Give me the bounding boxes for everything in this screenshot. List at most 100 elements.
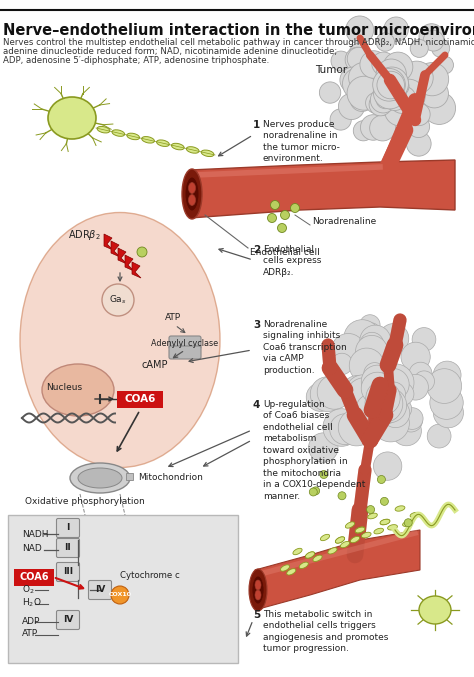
Circle shape xyxy=(356,335,388,368)
FancyBboxPatch shape xyxy=(169,336,201,349)
Text: II: II xyxy=(64,544,72,552)
Circle shape xyxy=(271,200,280,209)
Circle shape xyxy=(400,61,433,94)
Circle shape xyxy=(370,115,395,141)
Circle shape xyxy=(433,397,464,428)
Text: ATP: ATP xyxy=(165,313,181,322)
Circle shape xyxy=(306,383,335,412)
Circle shape xyxy=(111,586,129,604)
Polygon shape xyxy=(190,160,455,218)
Circle shape xyxy=(338,492,346,500)
Circle shape xyxy=(410,39,428,58)
Circle shape xyxy=(377,71,404,99)
Bar xyxy=(8,515,238,663)
Ellipse shape xyxy=(255,580,261,590)
Ellipse shape xyxy=(281,565,290,571)
Circle shape xyxy=(353,121,374,141)
FancyBboxPatch shape xyxy=(56,538,80,557)
Circle shape xyxy=(403,374,428,400)
Ellipse shape xyxy=(380,519,390,525)
Circle shape xyxy=(384,17,409,41)
Circle shape xyxy=(377,475,385,483)
Circle shape xyxy=(309,433,338,462)
Ellipse shape xyxy=(156,140,169,146)
Circle shape xyxy=(366,380,400,415)
Text: NADH: NADH xyxy=(22,530,48,539)
Ellipse shape xyxy=(350,536,360,543)
Circle shape xyxy=(416,62,449,95)
Circle shape xyxy=(323,409,360,446)
Circle shape xyxy=(376,364,414,401)
Circle shape xyxy=(370,393,401,424)
Circle shape xyxy=(348,62,378,93)
Text: 5: 5 xyxy=(253,610,260,620)
Circle shape xyxy=(320,471,328,479)
FancyBboxPatch shape xyxy=(89,580,111,600)
Circle shape xyxy=(384,95,415,126)
Text: This metabolic switch in
endothelial cells triggers
angiogenesis and promotes
tu: This metabolic switch in endothelial cel… xyxy=(263,610,388,653)
Circle shape xyxy=(331,353,353,374)
Circle shape xyxy=(346,375,380,410)
Text: Adenylyl cyclase: Adenylyl cyclase xyxy=(151,338,219,347)
Polygon shape xyxy=(104,234,113,250)
Text: Mitochondrion: Mitochondrion xyxy=(138,473,203,483)
Circle shape xyxy=(366,506,374,514)
Ellipse shape xyxy=(336,537,345,543)
Ellipse shape xyxy=(402,521,412,527)
Circle shape xyxy=(430,386,463,419)
Ellipse shape xyxy=(287,569,296,575)
Circle shape xyxy=(409,362,432,385)
Circle shape xyxy=(376,90,395,109)
FancyBboxPatch shape xyxy=(56,611,80,630)
Ellipse shape xyxy=(362,532,371,538)
Text: Noradrenaline: Noradrenaline xyxy=(312,217,376,227)
Ellipse shape xyxy=(293,548,302,554)
Circle shape xyxy=(360,332,384,356)
Circle shape xyxy=(370,87,396,113)
Text: Endothelial cell: Endothelial cell xyxy=(250,248,320,257)
Circle shape xyxy=(414,371,435,391)
Text: 3: 3 xyxy=(253,320,260,330)
Circle shape xyxy=(365,386,401,422)
Circle shape xyxy=(408,103,430,126)
Circle shape xyxy=(423,30,444,51)
Ellipse shape xyxy=(127,133,139,139)
Circle shape xyxy=(376,59,406,89)
Circle shape xyxy=(346,16,374,44)
Ellipse shape xyxy=(97,127,110,133)
Circle shape xyxy=(400,409,422,432)
FancyBboxPatch shape xyxy=(117,391,163,408)
Circle shape xyxy=(389,86,417,114)
Circle shape xyxy=(281,211,290,219)
Ellipse shape xyxy=(395,506,405,511)
Circle shape xyxy=(419,24,444,49)
Text: NAD: NAD xyxy=(22,544,42,553)
Circle shape xyxy=(375,67,409,100)
Ellipse shape xyxy=(299,562,308,569)
FancyBboxPatch shape xyxy=(169,346,201,359)
Text: Nucleus: Nucleus xyxy=(46,383,82,393)
Circle shape xyxy=(331,51,351,71)
Text: I: I xyxy=(66,523,70,533)
Circle shape xyxy=(392,399,412,419)
Text: Noradrenaline
signaling inhibits
Coa6 transcription
via cAMP
production.: Noradrenaline signaling inhibits Coa6 tr… xyxy=(263,320,347,375)
Circle shape xyxy=(344,320,380,356)
Ellipse shape xyxy=(255,590,261,600)
Circle shape xyxy=(137,247,147,257)
Circle shape xyxy=(345,47,370,72)
Circle shape xyxy=(310,488,317,496)
Circle shape xyxy=(378,368,409,400)
Circle shape xyxy=(349,389,379,419)
Text: Up-regulation
of Coa6 biases
endothelial cell
metabolism
toward oxidative
phosph: Up-regulation of Coa6 biases endothelial… xyxy=(263,400,365,500)
Circle shape xyxy=(423,92,456,125)
Circle shape xyxy=(369,399,394,425)
Text: 1: 1 xyxy=(253,120,260,130)
Circle shape xyxy=(359,339,383,363)
Circle shape xyxy=(331,334,365,368)
Circle shape xyxy=(369,93,392,116)
Circle shape xyxy=(404,519,412,527)
Circle shape xyxy=(330,109,351,130)
Text: cAMP: cAMP xyxy=(142,360,168,370)
Circle shape xyxy=(349,43,368,62)
Circle shape xyxy=(412,328,436,351)
